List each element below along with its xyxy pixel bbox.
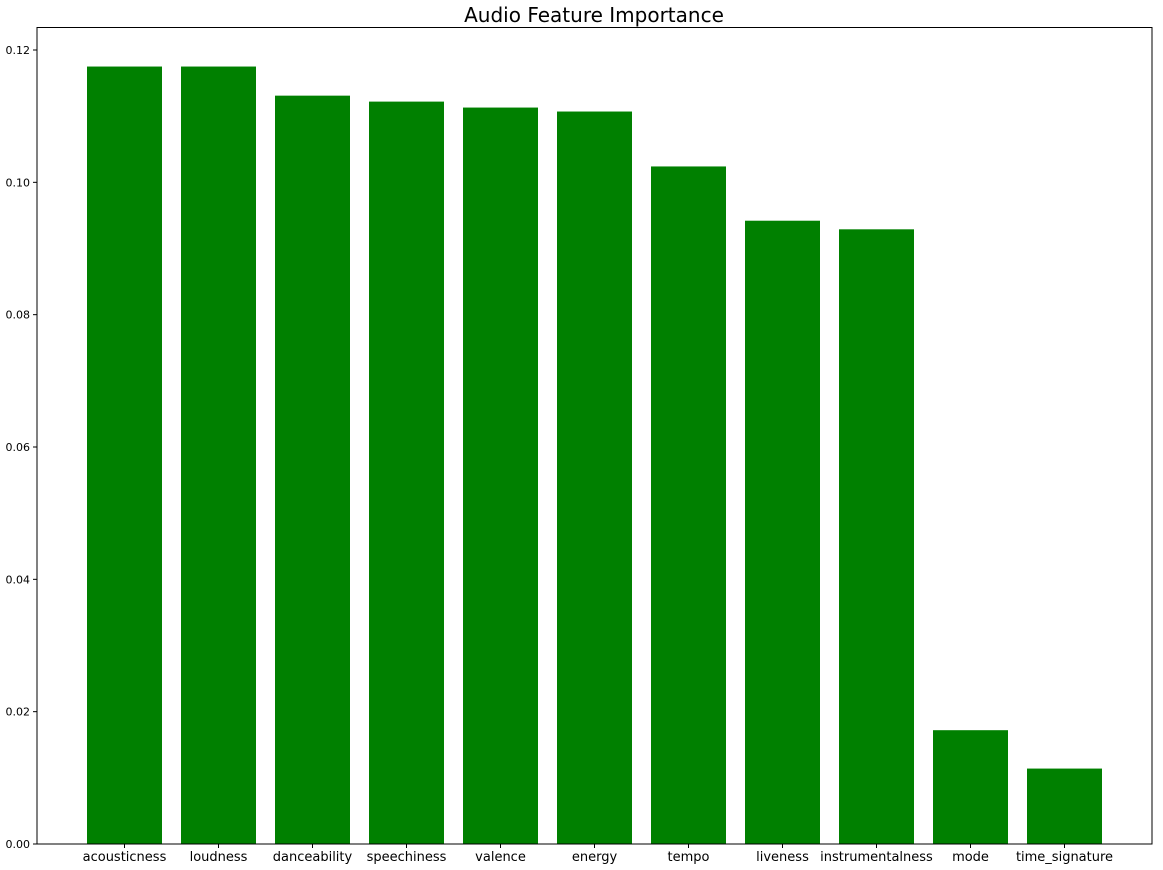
bars-group xyxy=(87,66,1102,845)
bar-loudness xyxy=(181,66,256,845)
bar-speechiness xyxy=(369,101,444,845)
x-tick-label: liveness xyxy=(756,850,809,865)
chart-title: Audio Feature Importance xyxy=(464,3,724,27)
x-tick-label: valence xyxy=(475,850,526,865)
x-axis: acousticness loudness danceability speechin… xyxy=(83,844,1113,865)
y-axis: 0.00 0.02 0.04 0.06 0.08 0.10 0.12 xyxy=(6,44,37,851)
x-tick-label: energy xyxy=(572,850,618,865)
x-tick-label: speechiness xyxy=(367,850,447,865)
x-tick-label: mode xyxy=(952,850,989,865)
bar-valence xyxy=(463,107,538,844)
y-tick-label: 0.00 xyxy=(6,838,31,851)
y-tick-label: 0.04 xyxy=(6,573,31,586)
x-tick-label: loudness xyxy=(190,850,248,865)
y-tick-label: 0.08 xyxy=(6,309,31,322)
bar-mode xyxy=(933,730,1008,844)
x-tick-label: instrumentalness xyxy=(820,850,933,865)
x-tick-label: time_signature xyxy=(1016,850,1113,865)
bar-danceability xyxy=(275,95,350,844)
plot-area-frame xyxy=(36,27,1153,845)
y-tick-label: 0.12 xyxy=(6,44,31,57)
bar-liveness xyxy=(745,220,820,844)
bar-instrumentalness xyxy=(839,229,914,844)
x-tick-label: danceability xyxy=(273,850,353,865)
bar-tempo xyxy=(651,166,726,844)
bar-time-signature xyxy=(1027,768,1102,844)
bar-energy xyxy=(557,111,632,844)
y-tick-label: 0.06 xyxy=(6,441,31,454)
y-tick-label: 0.02 xyxy=(6,706,31,719)
bar-acousticness xyxy=(87,66,162,845)
x-tick-label: tempo xyxy=(668,850,710,865)
x-tick-label: acousticness xyxy=(83,850,167,865)
y-tick-label: 0.10 xyxy=(6,176,31,189)
